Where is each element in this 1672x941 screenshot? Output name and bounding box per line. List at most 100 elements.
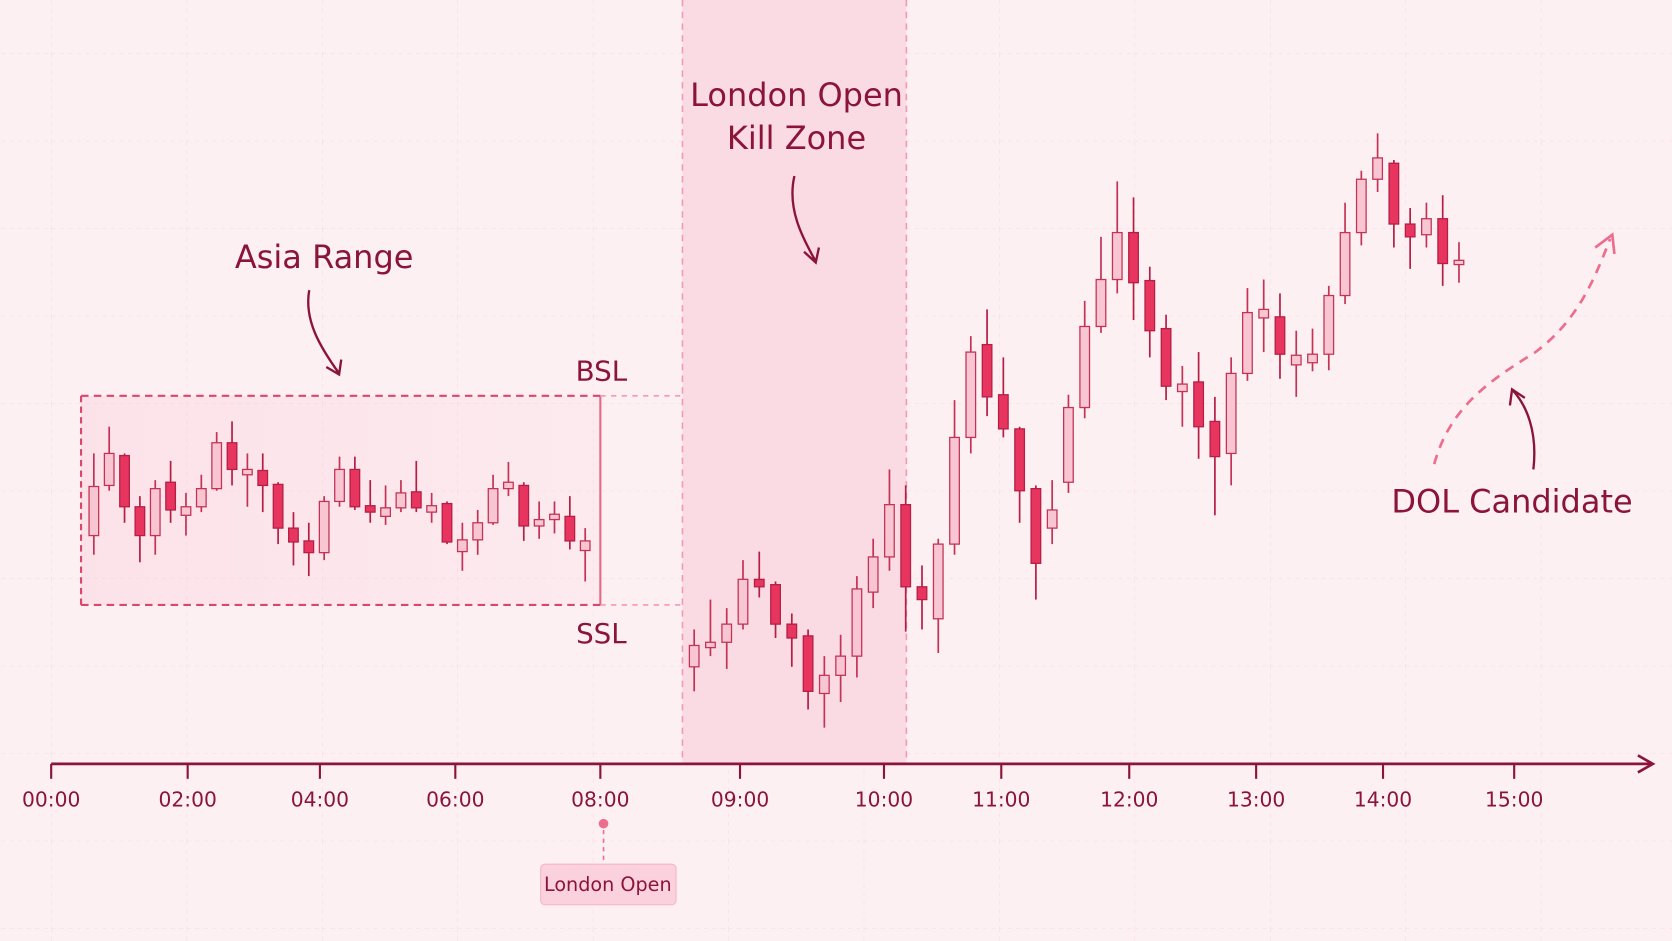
candle-body-down [349, 468, 361, 508]
candle-body-down [770, 584, 781, 625]
candle-body-down [1437, 218, 1449, 265]
x-axis-ticks: 00:00 02:00 04:00 06:00 08:00 09:00 10:00 11:00… [22, 763, 1543, 812]
candles [88, 133, 1465, 728]
candle-body-up [426, 505, 438, 513]
kill-zone [682, 0, 907, 764]
candle-body-up [1323, 294, 1335, 355]
candle-body-up [211, 442, 223, 490]
dol-label: DOL Candidate [1391, 483, 1632, 521]
ssl-label: SSL [576, 617, 627, 650]
candle-body-down [1388, 162, 1400, 225]
candle-body-up [180, 506, 192, 516]
candle-body-up [1046, 509, 1058, 529]
candle-body-up [395, 492, 407, 509]
candle-body-up [456, 539, 468, 553]
kill-zone-arrow [791, 175, 821, 265]
candle-body-down [1274, 316, 1286, 355]
candle-body-up [1372, 157, 1384, 180]
candle-body-down [119, 454, 130, 508]
candle-body-up [721, 623, 733, 643]
candle-body-down [564, 515, 576, 542]
candle-body-down [1030, 487, 1042, 564]
candle-body-up [688, 644, 700, 668]
candle-body-down [226, 442, 238, 471]
candle-body-up [502, 481, 514, 490]
candle-body-down [900, 504, 912, 588]
candle-body-up [149, 487, 161, 537]
candle-body-down [1144, 279, 1156, 332]
candle-body-up [932, 543, 944, 620]
candle-body-up [1355, 178, 1367, 234]
candle-body-down [165, 481, 177, 511]
candle-body-up [1079, 325, 1091, 409]
candle-body-up [549, 513, 560, 521]
candle-body-down [303, 540, 315, 554]
x-tick-label: 00:00 [22, 788, 80, 812]
candle-body-up [472, 522, 484, 541]
x-tick-label: 02:00 [159, 788, 217, 812]
candle-body-up [818, 674, 830, 695]
x-tick-label: 08:00 [571, 788, 629, 812]
x-tick-label: 09:00 [711, 788, 769, 812]
candle-body-up [1420, 218, 1432, 236]
candle-body-down [134, 506, 146, 537]
candle-body-up [103, 452, 115, 487]
candle-body-down [441, 502, 453, 543]
candle-body-down [1193, 381, 1205, 428]
candle-body-up [1111, 231, 1123, 281]
candle-body-down [1209, 420, 1221, 458]
candle-body-up [579, 540, 591, 552]
x-tick-label: 10:00 [855, 788, 913, 812]
candle-body-up [241, 468, 253, 476]
candle-body-down [288, 527, 299, 543]
dol-path-head [1594, 232, 1616, 255]
candle-body-down [518, 484, 530, 527]
candle-body-up [965, 351, 977, 439]
x-tick-label: 11:00 [972, 788, 1030, 812]
candle-body-down [786, 623, 798, 639]
kill-zone-label: Kill Zone [727, 119, 866, 157]
candle-body-up [737, 578, 749, 625]
x-tick-label: 06:00 [426, 788, 484, 812]
x-tick-label: 15:00 [1485, 788, 1543, 812]
bsl-label: BSL [576, 354, 628, 387]
x-tick-label: 13:00 [1227, 788, 1285, 812]
candle-body-up [195, 487, 207, 508]
candle-body-down [272, 483, 284, 529]
candle-body-up [88, 485, 100, 537]
candle-body-up [1176, 383, 1188, 393]
candle-body-up [884, 504, 895, 558]
candle-body-up [1241, 311, 1253, 375]
candle-body-up [1307, 353, 1318, 364]
dol-arrow [1508, 387, 1536, 470]
candle-body-down [997, 394, 1009, 430]
candle-body-down [257, 469, 269, 487]
x-tick-label: 04:00 [291, 788, 349, 812]
london-open-dot [598, 818, 609, 829]
candle-body-up [851, 588, 863, 657]
candle-body-down [1014, 428, 1026, 492]
candle-body-up [1290, 354, 1302, 366]
candle-body-down [802, 635, 814, 692]
candle-body-up [835, 655, 847, 676]
candle-body-up [380, 507, 392, 518]
candle-body-down [753, 578, 765, 588]
x-tick-label: 12:00 [1100, 788, 1158, 812]
candle-body-down [1128, 231, 1139, 284]
candle-body-down [364, 505, 376, 513]
candle-body-down [916, 586, 928, 601]
dol-path [1432, 238, 1612, 465]
candle-body-up [705, 641, 716, 649]
candle-body-up [1453, 259, 1465, 266]
candle-body-down [1404, 223, 1416, 238]
candle-body-down [410, 491, 422, 509]
candle-body-up [1339, 231, 1351, 297]
candle-body-down [1160, 327, 1172, 387]
kill-zone-label: London Open [690, 76, 903, 114]
candle-body-up [1062, 406, 1074, 483]
x-axis-arrow [1637, 754, 1656, 774]
candle-body-up [1225, 372, 1237, 455]
candle-body-up [318, 500, 330, 554]
candle-body-up [867, 556, 879, 593]
